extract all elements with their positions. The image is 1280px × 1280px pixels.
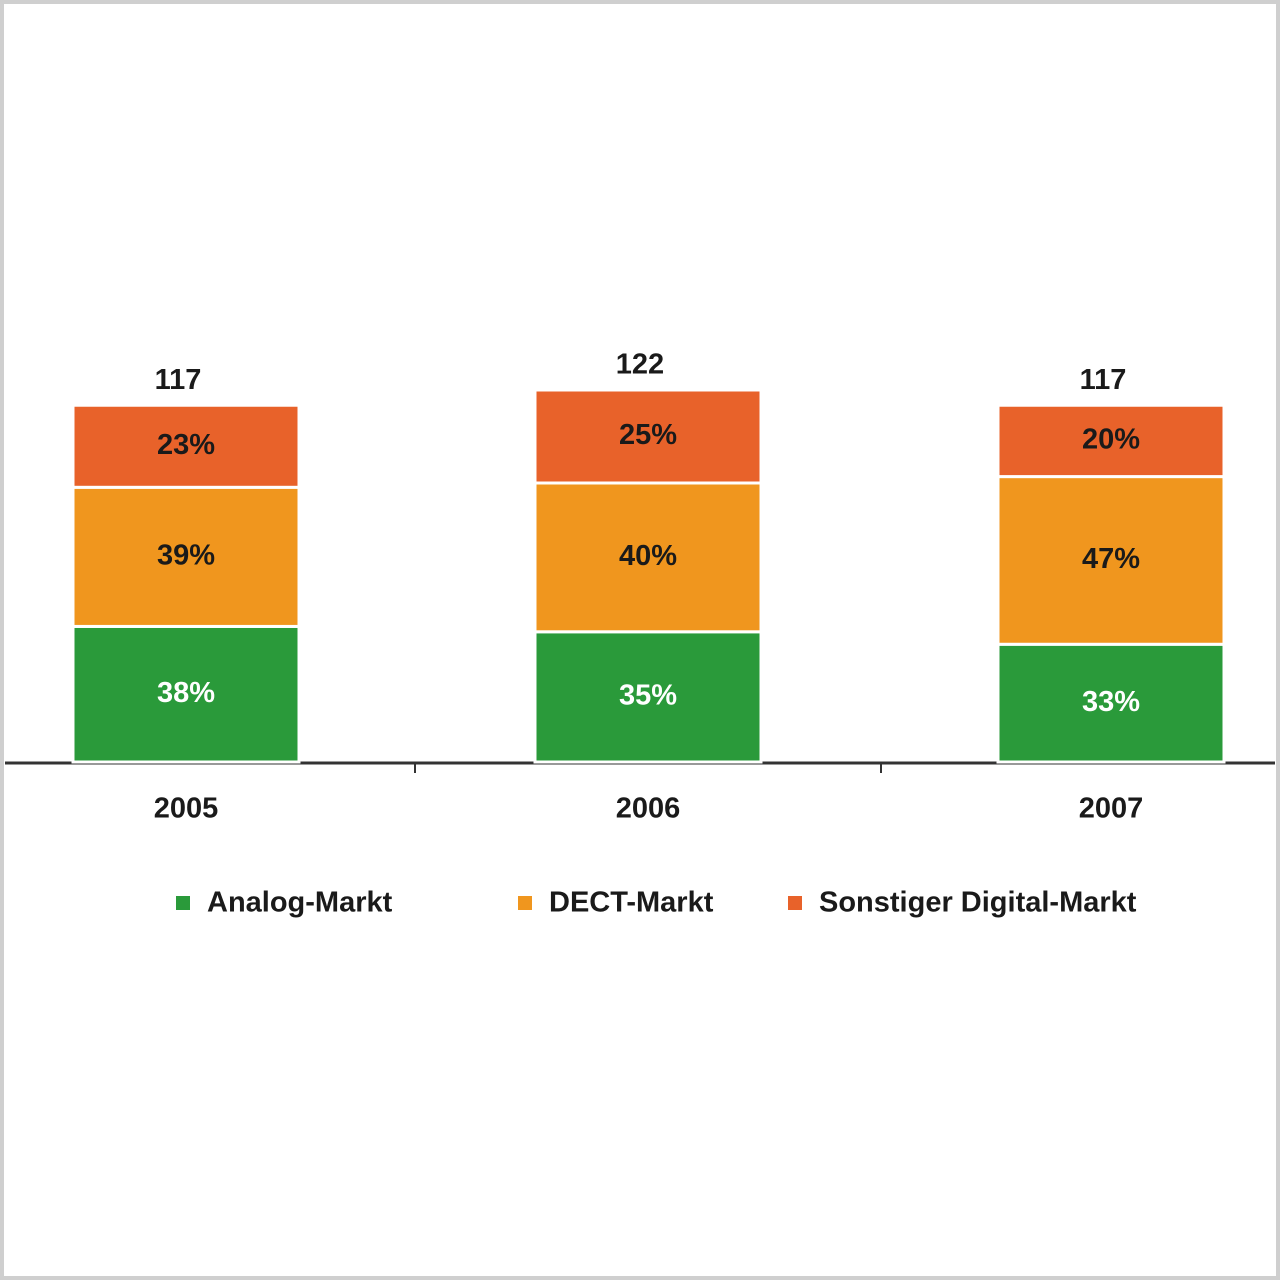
legend-swatch — [788, 896, 802, 910]
x-tick-label: 2005 — [154, 793, 219, 825]
legend-swatch — [176, 896, 190, 910]
data-label: 33% — [1082, 686, 1140, 718]
total-label: 117 — [155, 364, 202, 396]
data-label: 47% — [1082, 543, 1140, 575]
bar-segment — [71, 485, 301, 628]
bar-segment — [71, 403, 301, 489]
data-label: 35% — [619, 680, 677, 712]
legend-label: DECT-Markt — [549, 887, 714, 919]
total-label: 117 — [1080, 364, 1127, 396]
bar-segment — [533, 388, 763, 485]
bar-segment — [996, 642, 1226, 764]
x-tick-label: 2007 — [1079, 793, 1144, 825]
bar-segment — [996, 403, 1226, 479]
legend-label: Sonstiger Digital-Markt — [819, 887, 1137, 919]
data-label: 20% — [1082, 424, 1140, 456]
total-label: 122 — [616, 349, 664, 381]
data-label: 39% — [157, 540, 215, 572]
legend-label: Analog-Markt — [207, 887, 393, 919]
x-tick-label: 2006 — [616, 793, 681, 825]
bar-segment — [533, 630, 763, 764]
bar-segment — [533, 481, 763, 634]
data-label: 38% — [157, 677, 215, 709]
data-label: 40% — [619, 540, 677, 572]
legend-swatch — [518, 896, 532, 910]
bar-segment — [996, 475, 1226, 646]
data-label: 25% — [619, 419, 677, 451]
data-label: 23% — [157, 429, 215, 461]
